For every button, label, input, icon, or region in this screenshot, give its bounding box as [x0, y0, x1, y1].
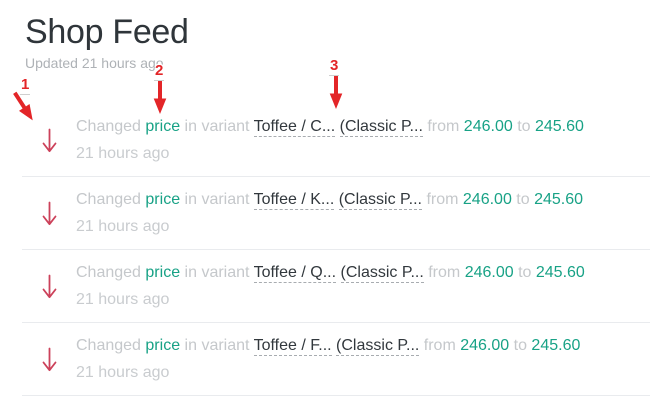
variant-group-link[interactable]: (Classic P...: [336, 336, 420, 356]
annotation-2-arrow-icon: [153, 81, 167, 114]
to-label: to: [518, 263, 532, 281]
from-label: from: [427, 117, 460, 135]
item-timestamp: 21 hours ago: [76, 363, 170, 381]
annotation-2-label: 2: [154, 62, 165, 81]
feed-item-text: Changed price in variant Toffee / C... (…: [76, 117, 650, 137]
old-price-value: 246.00: [462, 190, 512, 208]
item-timestamp: 21 hours ago: [76, 144, 170, 162]
to-label: to: [516, 190, 530, 208]
changed-field-name: price: [145, 336, 181, 354]
connector-label: in variant: [184, 117, 250, 135]
variant-name-link[interactable]: Toffee / K...: [253, 190, 335, 210]
price-decrease-arrow-icon: [22, 346, 76, 373]
item-timestamp: 21 hours ago: [76, 290, 170, 308]
feed-item-content: Changed price in variant Toffee / K... (…: [76, 190, 650, 237]
updated-timestamp: Updated 21 hours ago: [25, 55, 164, 71]
new-price-value: 245.60: [534, 190, 584, 208]
annotation-1-label: 1: [20, 76, 31, 95]
feed-item-content: Changed price in variant Toffee / Q... (…: [76, 263, 650, 310]
action-label: Changed: [76, 190, 141, 208]
annotation-1-arrow-icon: [13, 91, 33, 121]
variant-name-link[interactable]: Toffee / F...: [253, 336, 332, 356]
connector-label: in variant: [184, 336, 250, 354]
action-label: Changed: [76, 117, 141, 135]
changed-field-name: price: [145, 117, 181, 135]
annotation-3-arrow-icon: [329, 76, 343, 109]
feed-item: Changed price in variant Toffee / K... (…: [22, 177, 650, 250]
from-label: from: [426, 190, 459, 208]
old-price-value: 246.00: [463, 117, 513, 135]
connector-label: in variant: [184, 190, 250, 208]
shop-feed-list: Changed price in variant Toffee / C... (…: [0, 104, 650, 396]
changed-field-name: price: [145, 190, 181, 208]
action-label: Changed: [76, 263, 141, 281]
variant-group-link[interactable]: (Classic P...: [339, 117, 423, 137]
feed-item-text: Changed price in variant Toffee / F... (…: [76, 336, 650, 356]
variant-name-link[interactable]: Toffee / C...: [253, 117, 336, 137]
feed-item-content: Changed price in variant Toffee / C... (…: [76, 117, 650, 164]
to-label: to: [517, 117, 531, 135]
changed-field-name: price: [145, 263, 181, 281]
feed-item: Changed price in variant Toffee / Q... (…: [22, 250, 650, 323]
price-decrease-arrow-icon: [22, 200, 76, 227]
variant-group-link[interactable]: (Classic P...: [338, 190, 422, 210]
item-timestamp: 21 hours ago: [76, 217, 170, 235]
new-price-value: 245.60: [535, 263, 585, 281]
from-label: from: [428, 263, 461, 281]
old-price-value: 246.00: [464, 263, 514, 281]
feed-item-content: Changed price in variant Toffee / F... (…: [76, 336, 650, 383]
from-label: from: [423, 336, 456, 354]
variant-group-link[interactable]: (Classic P...: [340, 263, 424, 283]
action-label: Changed: [76, 336, 141, 354]
feed-item: Changed price in variant Toffee / F... (…: [22, 323, 650, 396]
feed-item-text: Changed price in variant Toffee / K... (…: [76, 190, 650, 210]
variant-name-link[interactable]: Toffee / Q...: [253, 263, 337, 283]
price-decrease-arrow-icon: [22, 273, 76, 300]
to-label: to: [513, 336, 527, 354]
old-price-value: 246.00: [460, 336, 510, 354]
annotation-3-label: 3: [329, 57, 340, 76]
feed-item: Changed price in variant Toffee / C... (…: [22, 104, 650, 177]
new-price-value: 245.60: [534, 117, 584, 135]
price-decrease-arrow-icon: [22, 127, 76, 154]
connector-label: in variant: [184, 263, 250, 281]
page-title: Shop Feed: [25, 13, 189, 51]
new-price-value: 245.60: [531, 336, 581, 354]
feed-item-text: Changed price in variant Toffee / Q... (…: [76, 263, 650, 283]
